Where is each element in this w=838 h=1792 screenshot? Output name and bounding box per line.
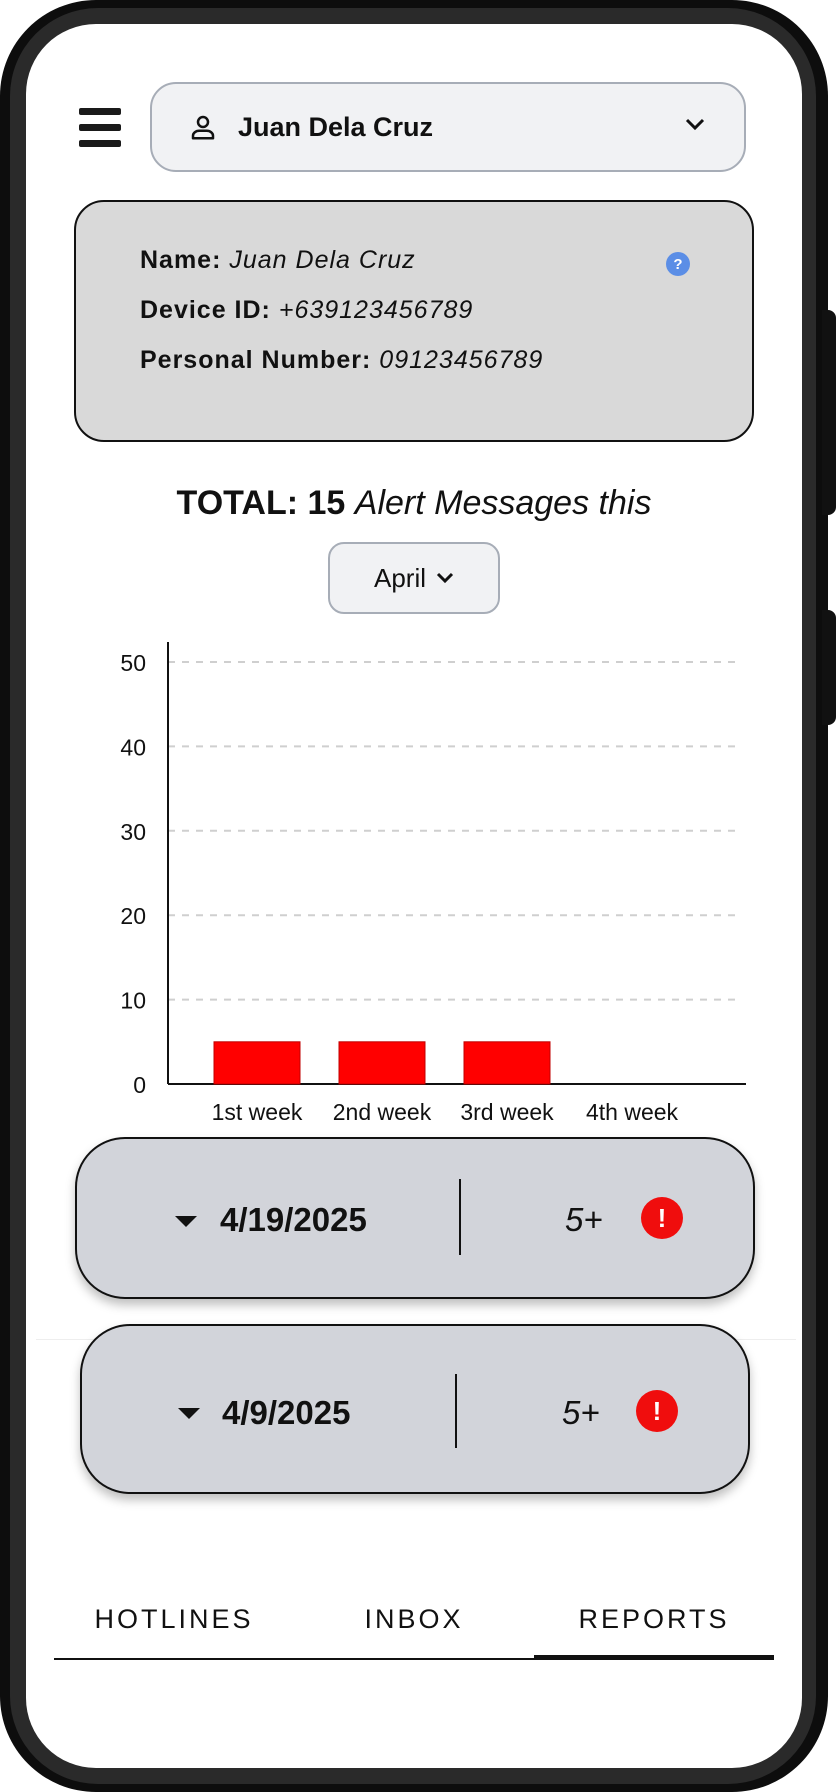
tab-active-indicator [534, 1655, 774, 1660]
selected-user-name: Juan Dela Cruz [238, 111, 434, 142]
x-tick-label: 3rd week [460, 1099, 554, 1125]
x-tick-label: 1st week [212, 1099, 303, 1125]
total-label: TOTAL: [176, 484, 299, 522]
device-id-row: Device ID: +639123456789 [140, 296, 473, 325]
chevron-down-icon [436, 572, 454, 584]
alert-icon: ! [641, 1197, 683, 1239]
tab-baseline [54, 1658, 774, 1660]
power-button [822, 610, 836, 725]
personal-number-value: 09123456789 [379, 346, 544, 374]
alerts-bar-chart: 0 10 20 30 40 50 1st week 2nd week 3rd week 4th w… [120, 642, 746, 1125]
total-suffix: Alert Messages this [354, 484, 652, 522]
menu-icon[interactable] [79, 108, 121, 148]
month-label: April [373, 562, 426, 593]
device-id-label: Device ID: [140, 296, 271, 324]
y-tick-label: 50 [120, 650, 146, 676]
y-tick-label: 40 [120, 734, 146, 760]
name-row: Name: Juan Dela Cruz [140, 246, 416, 275]
alert-icon: ! [636, 1390, 678, 1432]
x-tick-label: 2nd week [333, 1099, 432, 1125]
help-icon[interactable]: ? [666, 252, 690, 276]
report-row[interactable]: 4/9/2025 5+ ! [80, 1324, 750, 1494]
personal-number-row: Personal Number: 09123456789 [140, 346, 543, 375]
personal-number-label: Personal Number: [140, 346, 372, 374]
bottom-tab-bar: HOTLINES INBOX REPORTS [54, 1594, 774, 1660]
report-date: 4/19/2025 [220, 1201, 367, 1238]
name-value: Juan Dela Cruz [229, 246, 416, 274]
divider [459, 1179, 461, 1255]
y-tick-label: 20 [120, 903, 146, 929]
bar-3 [463, 1041, 551, 1085]
name-label: Name: [140, 246, 222, 274]
tab-inbox[interactable]: INBOX [364, 1604, 464, 1634]
total-value: 15 [307, 484, 346, 522]
report-count: 5+ [562, 1394, 600, 1431]
report-count: 5+ [565, 1201, 603, 1238]
divider [455, 1374, 457, 1448]
y-tick-label: 10 [120, 988, 146, 1014]
bar-2 [338, 1041, 426, 1085]
tab-reports[interactable]: REPORTS [578, 1604, 730, 1634]
report-row[interactable]: 4/19/2025 5+ ! [75, 1137, 755, 1299]
caret-down-icon [178, 1408, 200, 1419]
volume-button [822, 310, 836, 515]
y-tick-label: 0 [133, 1072, 146, 1098]
chevron-down-icon [685, 118, 705, 131]
person-icon [191, 115, 215, 140]
y-tick-label: 30 [120, 819, 146, 845]
bar-1 [213, 1041, 301, 1085]
profile-card: Name: Juan Dela Cruz Device ID: +6391234… [74, 200, 754, 442]
caret-down-icon [175, 1216, 197, 1227]
user-selector[interactable]: Juan Dela Cruz [150, 82, 746, 172]
report-date: 4/9/2025 [222, 1394, 351, 1431]
x-tick-label: 4th week [586, 1099, 679, 1125]
device-id-value: +639123456789 [278, 296, 474, 324]
month-selector[interactable]: April [328, 542, 500, 614]
tab-hotlines[interactable]: HOTLINES [94, 1604, 254, 1634]
app-screen: Juan Dela Cruz Name: Juan Dela Cruz Devi… [26, 24, 802, 1768]
total-heading: TOTAL: 15 Alert Messages this [26, 484, 802, 523]
